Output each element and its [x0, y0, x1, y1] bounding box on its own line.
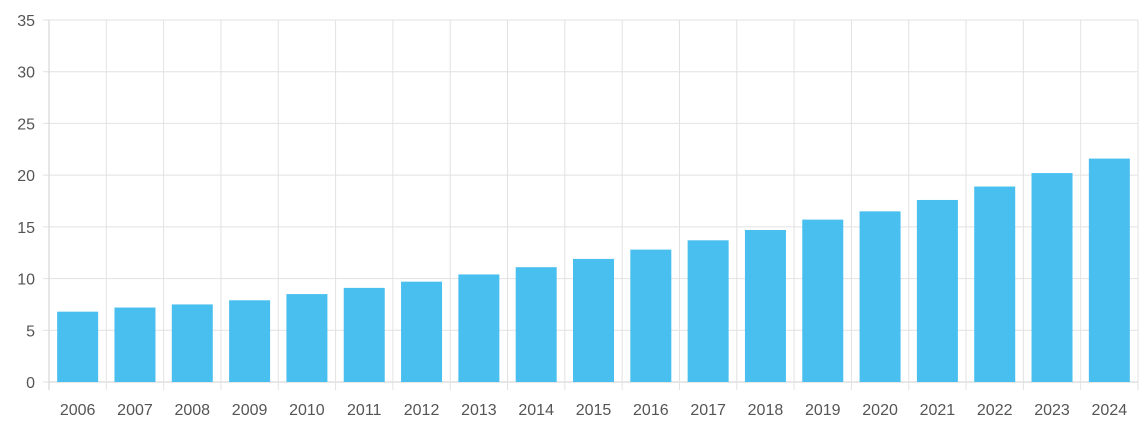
x-tick-label: 2017: [690, 402, 726, 419]
x-tick-label: 2012: [404, 402, 440, 419]
x-tick-label: 2021: [920, 402, 956, 419]
y-tick-label: 15: [17, 220, 35, 237]
y-tick-label: 5: [26, 323, 35, 340]
y-tick-label: 10: [17, 272, 35, 289]
x-tick-label: 2013: [461, 402, 497, 419]
x-tick-label: 2010: [289, 402, 325, 419]
x-tick-label: 2024: [1092, 402, 1128, 419]
bar[interactable]: [859, 211, 901, 382]
bar[interactable]: [573, 258, 614, 382]
bar[interactable]: [229, 300, 271, 382]
bar[interactable]: [515, 267, 557, 382]
y-tick-label: 30: [17, 65, 35, 82]
bar[interactable]: [57, 311, 99, 382]
bar[interactable]: [343, 287, 385, 382]
y-tick-label: 25: [17, 116, 35, 133]
bar[interactable]: [630, 249, 672, 382]
bar[interactable]: [802, 219, 844, 382]
x-axis: 2006 2007 2008 2009 2010 2011 2012 2013 2014 2015…: [60, 402, 1127, 419]
bar[interactable]: [744, 229, 786, 382]
bar[interactable]: [687, 240, 729, 382]
x-tick-label: 2007: [117, 402, 153, 419]
x-tick-label: 2014: [518, 402, 554, 419]
bar[interactable]: [286, 294, 328, 382]
y-tick-label: 0: [26, 375, 35, 392]
bar[interactable]: [114, 307, 156, 382]
y-tick-label: 35: [17, 13, 35, 30]
bar[interactable]: [1088, 158, 1130, 382]
bar[interactable]: [916, 199, 958, 382]
x-tick-label: 2020: [862, 402, 898, 419]
x-tick-label: 2022: [977, 402, 1013, 419]
x-tick-label: 2015: [576, 402, 612, 419]
x-tick-label: 2016: [633, 402, 669, 419]
x-tick-label: 2009: [232, 402, 268, 419]
x-tick-label: 2019: [805, 402, 841, 419]
bar[interactable]: [401, 281, 443, 382]
bar[interactable]: [458, 274, 500, 382]
x-tick-label: 2008: [174, 402, 210, 419]
x-tick-label: 2023: [1034, 402, 1070, 419]
bars: [57, 158, 1130, 382]
y-axis: 0 5 10 15 20 25 30 35: [17, 13, 49, 392]
bar[interactable]: [171, 304, 213, 382]
x-tick-label: 2006: [60, 402, 96, 419]
x-tick-label: 2011: [347, 402, 382, 419]
y-tick-label: 20: [17, 168, 35, 185]
grid: [48, 19, 1139, 390]
bar[interactable]: [1031, 173, 1073, 382]
x-tick-label: 2018: [748, 402, 784, 419]
bar[interactable]: [974, 186, 1016, 382]
